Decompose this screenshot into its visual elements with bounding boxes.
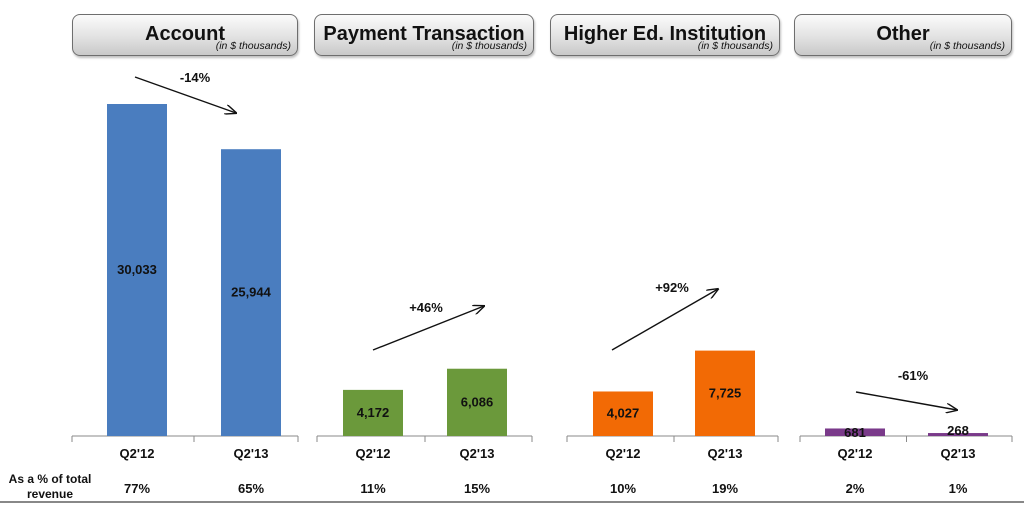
change-percent-label: +92%	[655, 280, 689, 295]
x-tick-label: Q2'12	[606, 446, 641, 461]
x-tick-label: Q2'13	[460, 446, 495, 461]
bar	[825, 428, 885, 436]
panel-unit-note: (in $ thousands)	[215, 40, 291, 52]
trend-arrow	[372, 306, 484, 351]
bar-value-label: 7,725	[709, 385, 742, 400]
panel-unit-note: (in $ thousands)	[697, 40, 773, 52]
panel-group: 30,033 Q2'12 77% 25,944 Q2'13 65% -14%	[71, 70, 299, 496]
panel-group: 681 Q2'12 2% 268 Q2'13 1% -61%	[799, 368, 1013, 496]
bar	[221, 149, 281, 436]
panel-header-other: Other (in $ thousands)	[794, 14, 1012, 56]
pct-of-total-value: 65%	[238, 481, 264, 496]
pct-of-total-value: 2%	[846, 481, 865, 496]
pct-of-total-value: 1%	[949, 481, 968, 496]
x-tick-label: Q2'13	[234, 446, 269, 461]
pct-of-total-value: 15%	[464, 481, 490, 496]
bar-value-label: 30,033	[117, 262, 157, 277]
panel-unit-note: (in $ thousands)	[929, 40, 1005, 52]
panel-header-account: Account (in $ thousands)	[72, 14, 298, 56]
bar	[447, 368, 507, 436]
x-tick-label: Q2'12	[838, 446, 873, 461]
x-tick-label: Q2'12	[120, 446, 155, 461]
panel-header-higher-ed-institution: Higher Ed. Institution (in $ thousands)	[550, 14, 780, 56]
pct-of-total-value: 11%	[360, 481, 386, 496]
bar-value-label: 681	[844, 425, 866, 440]
bar	[107, 104, 167, 436]
bar-value-label: 6,086	[461, 394, 494, 409]
change-percent-label: -61%	[898, 368, 929, 383]
x-tick-label: Q2'13	[708, 446, 743, 461]
trend-arrow	[855, 391, 957, 410]
bar-value-label: 25,944	[231, 285, 272, 300]
bar-value-label: 268	[947, 423, 969, 438]
bar	[593, 391, 653, 436]
panel-group: 4,027 Q2'12 10% 7,725 Q2'13 19% +92%	[566, 280, 779, 496]
pct-of-total-value: 77%	[124, 481, 150, 496]
panel-title: Higher Ed. Institution	[563, 23, 767, 45]
change-percent-label: +46%	[409, 300, 443, 315]
panel-title: Other	[876, 23, 930, 45]
bar-value-label: 4,172	[357, 405, 390, 420]
trend-arrow	[134, 76, 236, 113]
panel-group: 4,172 Q2'12 11% 6,086 Q2'13 15% +46%	[316, 300, 533, 496]
panel-unit-note: (in $ thousands)	[451, 40, 527, 52]
panel-header-payment-transaction: Payment Transaction (in $ thousands)	[314, 14, 534, 56]
trend-arrow	[611, 289, 718, 351]
bar	[343, 389, 403, 436]
bar	[695, 350, 755, 436]
pct-of-total-value: 19%	[712, 481, 738, 496]
bar-value-label: 4,027	[607, 406, 640, 421]
pct-of-total-value: 10%	[610, 481, 636, 496]
bar	[928, 433, 988, 436]
change-percent-label: -14%	[180, 70, 211, 85]
pct-row-label-line-2: revenue	[27, 487, 73, 501]
x-tick-label: Q2'13	[941, 446, 976, 461]
pct-row-label-line-1: As a % of total	[9, 472, 92, 486]
x-tick-label: Q2'12	[356, 446, 391, 461]
panel-title: Account	[145, 23, 225, 45]
panel-title: Payment Transaction	[323, 23, 525, 45]
